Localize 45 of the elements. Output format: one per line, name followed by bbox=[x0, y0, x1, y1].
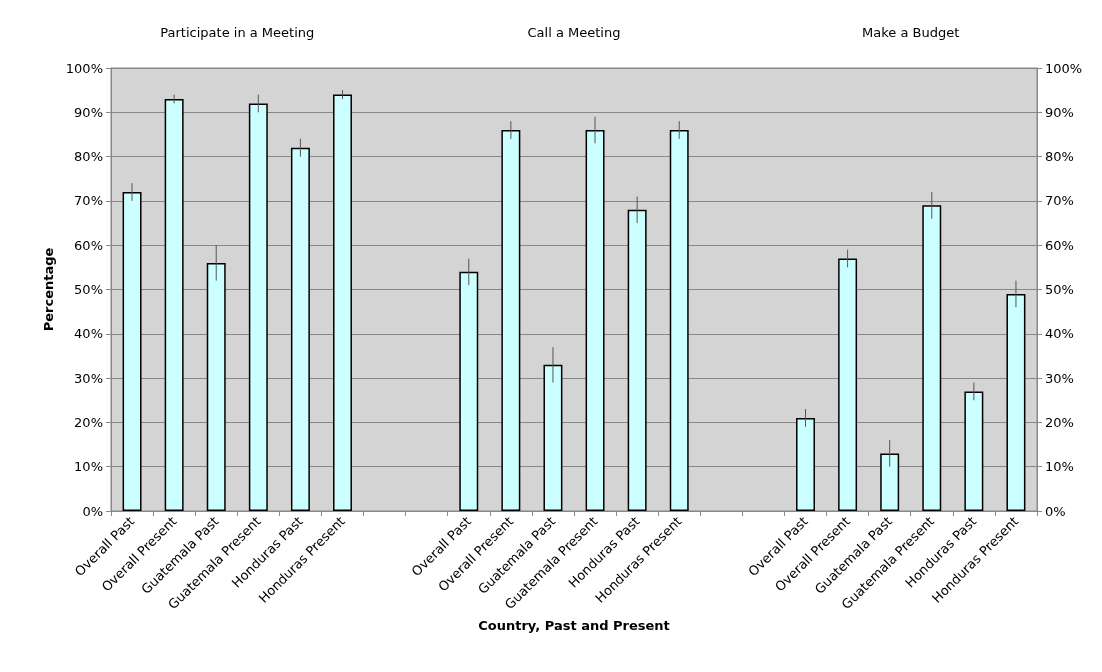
y2-tick-label: 0% bbox=[1045, 503, 1066, 519]
bar bbox=[964, 391, 984, 511]
y2-tick-label: 50% bbox=[1045, 282, 1074, 297]
y2-tick-label: 60% bbox=[1045, 237, 1074, 253]
y-tick-label: 90% bbox=[74, 104, 103, 120]
bar bbox=[206, 262, 226, 511]
y-tick-label: 50% bbox=[74, 282, 103, 297]
y-axis-title: Percentage bbox=[40, 247, 56, 332]
y-tick-label: 40% bbox=[74, 326, 103, 342]
text: Call a Meeting bbox=[527, 25, 621, 40]
bar bbox=[333, 94, 352, 511]
y2-tick-label: 20% bbox=[1045, 414, 1074, 430]
y2-tick-label: 100% bbox=[1045, 60, 1083, 76]
bar bbox=[585, 130, 605, 511]
y-tick-label: 0% bbox=[82, 503, 103, 519]
y-tick-label: 70% bbox=[74, 193, 103, 209]
y-tick-label: 20% bbox=[74, 414, 103, 430]
y2-tick-label: 70% bbox=[1045, 193, 1074, 209]
x-axis-title: Country, Past and Present bbox=[478, 617, 670, 633]
bar bbox=[1006, 293, 1026, 511]
bar bbox=[543, 364, 563, 511]
y2-tick-label: 80% bbox=[1045, 149, 1074, 165]
y2-tick-label: 40% bbox=[1045, 326, 1074, 342]
y-tick-label: 80% bbox=[74, 149, 103, 165]
bar bbox=[248, 103, 268, 511]
y-tick-label: 60% bbox=[74, 237, 103, 253]
y2-tick-label: 30% bbox=[1045, 370, 1074, 386]
bar bbox=[501, 130, 521, 511]
text: Make a Budget bbox=[862, 25, 960, 40]
bar bbox=[838, 258, 858, 511]
y-tick-label: 100% bbox=[65, 60, 103, 76]
bar bbox=[459, 271, 479, 511]
bar bbox=[796, 417, 815, 511]
text: Participate in a Meeting bbox=[160, 25, 315, 40]
bar bbox=[627, 209, 647, 511]
bar bbox=[164, 99, 184, 511]
bar bbox=[880, 453, 900, 511]
y-tick-label: 30% bbox=[74, 370, 103, 386]
y-tick-label: 10% bbox=[74, 459, 103, 475]
y2-tick-label: 90% bbox=[1045, 104, 1074, 120]
bar bbox=[122, 192, 142, 511]
bar bbox=[669, 130, 689, 511]
bar bbox=[922, 205, 942, 511]
y2-tick-label: 10% bbox=[1045, 459, 1074, 475]
bar bbox=[290, 147, 310, 511]
